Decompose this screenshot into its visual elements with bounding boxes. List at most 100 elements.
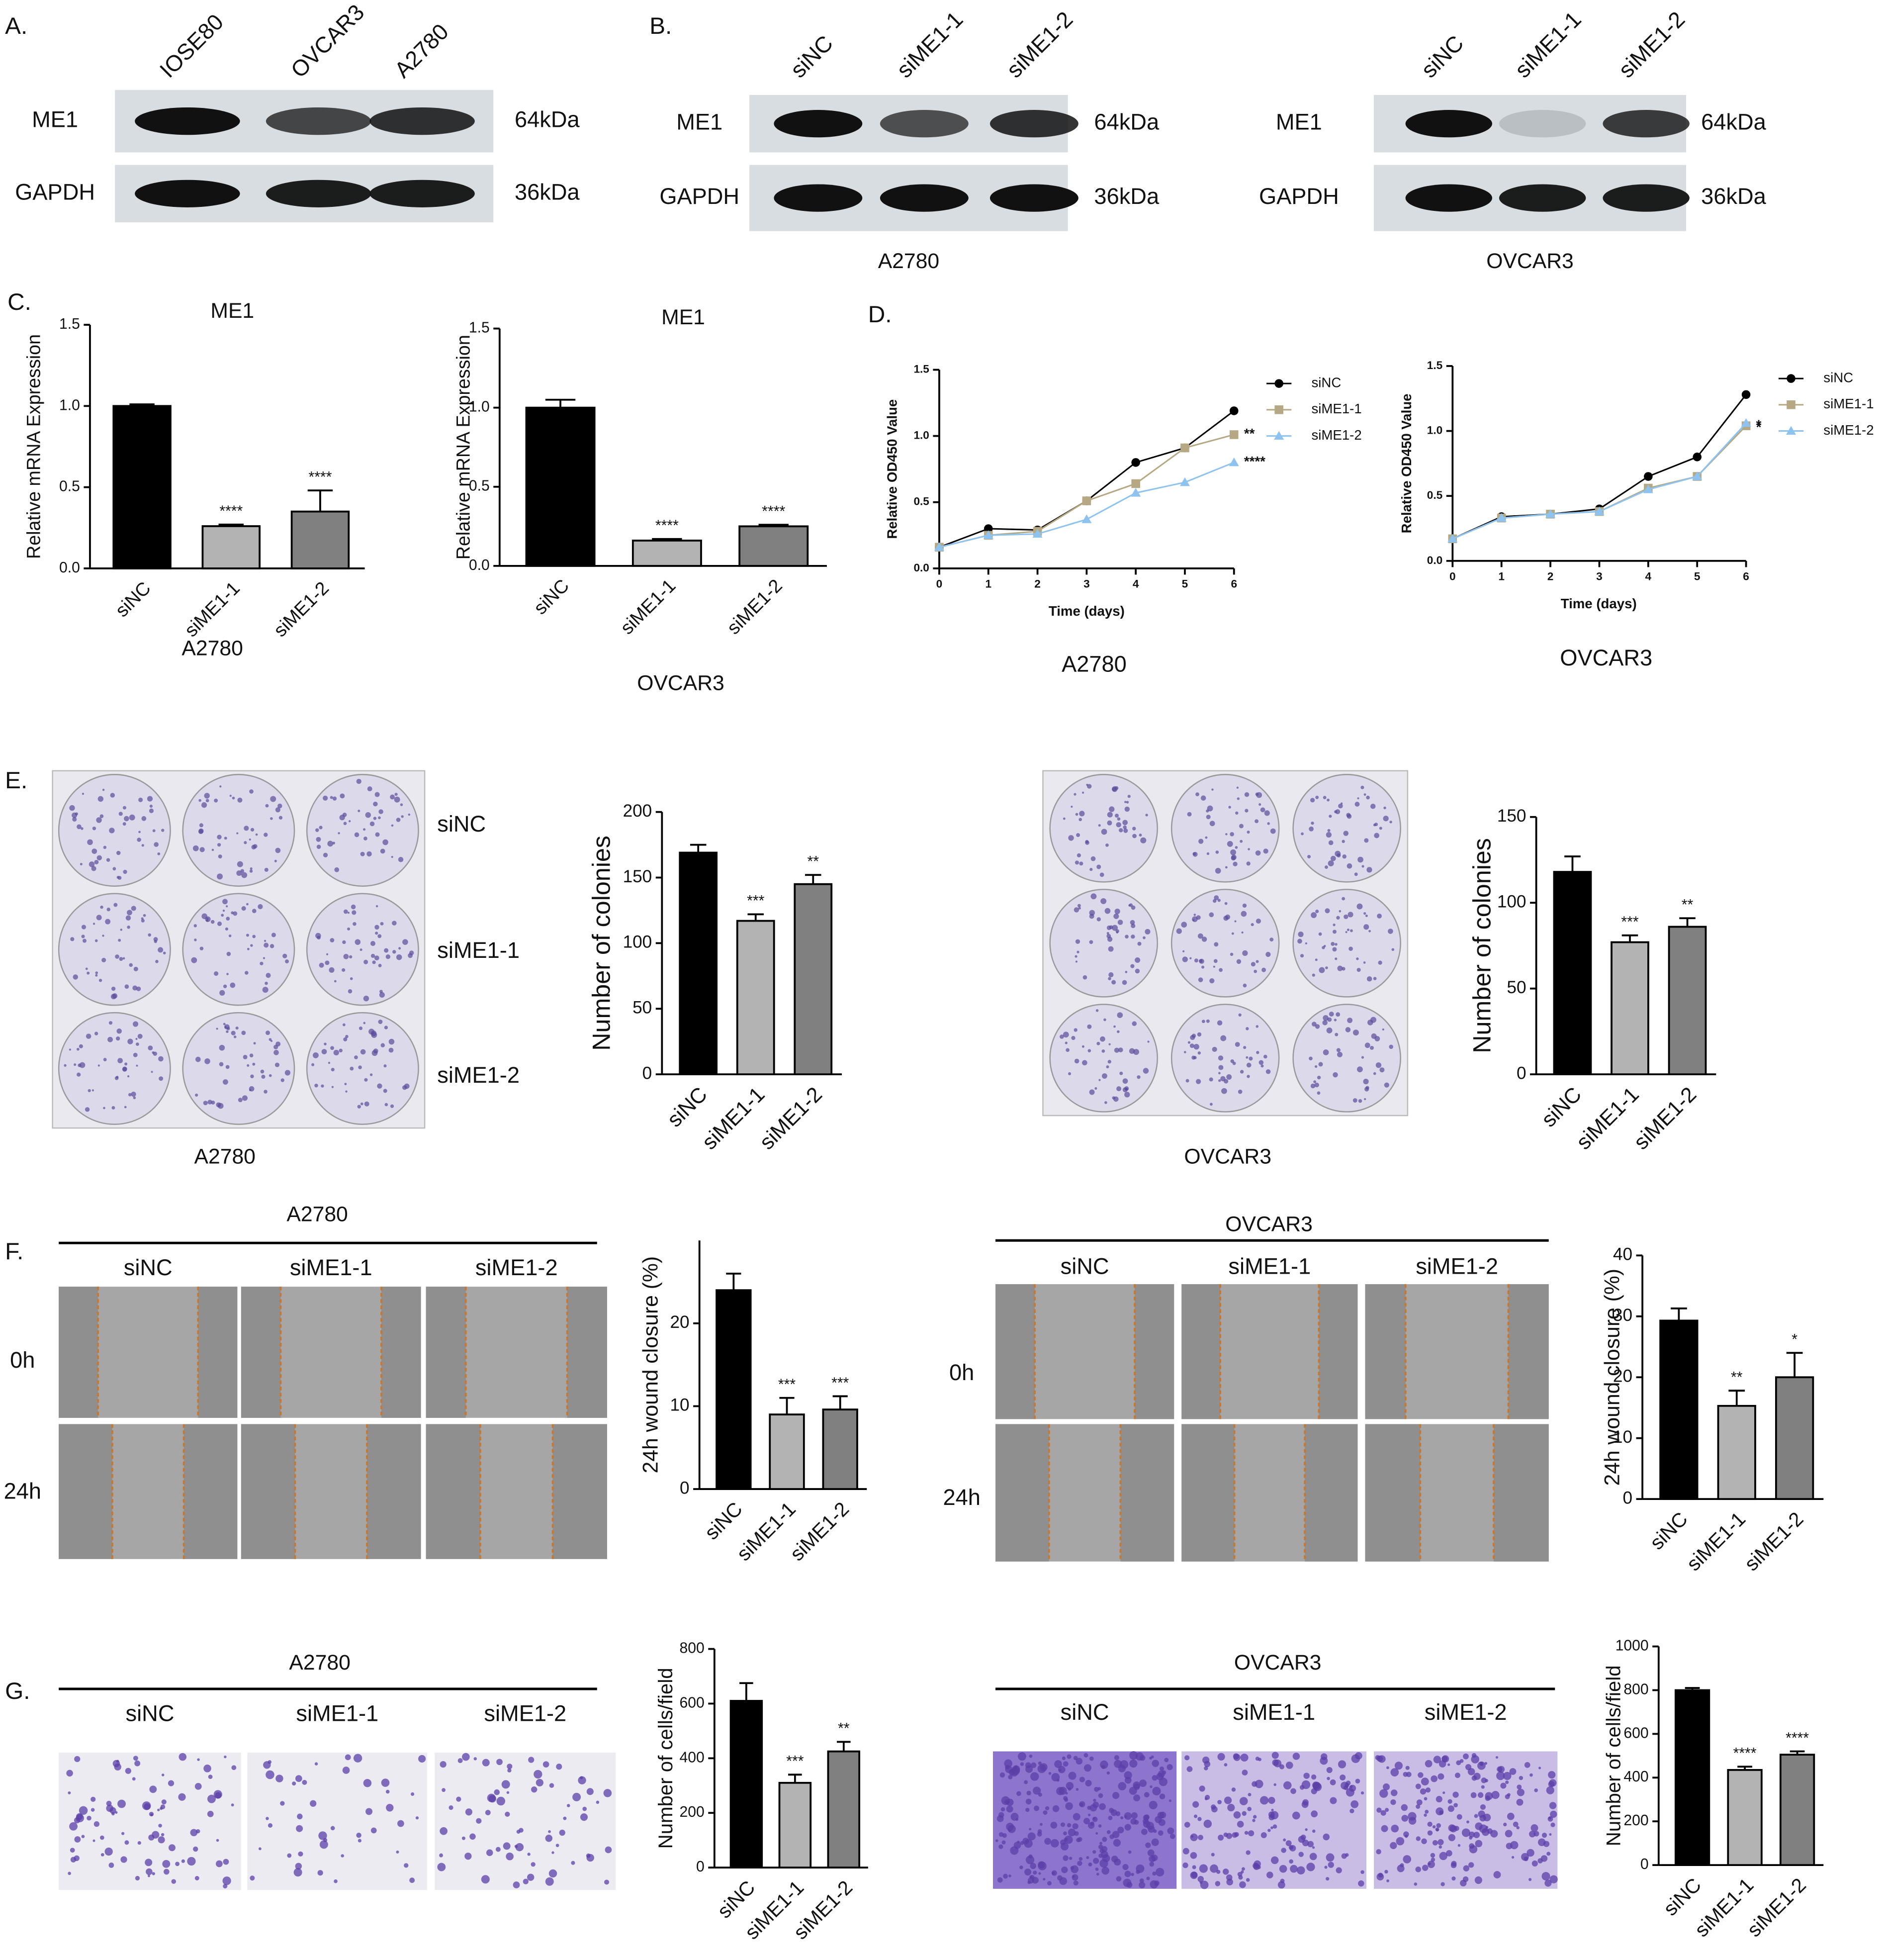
colony [1079, 811, 1085, 817]
y-axis-label: Relative mRNA Expression [23, 334, 44, 559]
significance: **** [655, 518, 679, 534]
colony [1358, 1099, 1362, 1103]
cell [1088, 1813, 1091, 1816]
cell [1424, 1797, 1428, 1801]
colony [1101, 1073, 1107, 1079]
colony [73, 974, 78, 980]
cell [164, 1868, 170, 1875]
colony [384, 1103, 388, 1107]
cell [456, 1796, 461, 1802]
colony [235, 1027, 239, 1030]
cell [1323, 1833, 1330, 1841]
cell [194, 1782, 202, 1790]
colony [195, 1093, 198, 1097]
bar [827, 1750, 861, 1869]
cell [223, 1859, 229, 1865]
cell [1403, 1855, 1412, 1864]
cell [1285, 1840, 1292, 1847]
colony [96, 915, 102, 921]
colony [127, 1038, 133, 1044]
cell [1474, 1876, 1482, 1884]
cell [1233, 1754, 1241, 1761]
cell [250, 1875, 255, 1881]
colony [360, 1102, 363, 1106]
cell [563, 1816, 567, 1820]
colony [398, 947, 401, 950]
cell [1320, 1757, 1328, 1765]
cell [1218, 1834, 1224, 1841]
colony [226, 973, 229, 975]
colony [1214, 942, 1219, 947]
cell [1503, 1822, 1507, 1827]
cell [1158, 1819, 1166, 1826]
cell [461, 1836, 465, 1840]
row-label: 24h [4, 1479, 41, 1504]
well [1049, 889, 1158, 998]
cell [1533, 1831, 1539, 1837]
colony [1336, 916, 1340, 920]
colony [159, 1076, 164, 1081]
cell [1239, 1797, 1248, 1805]
colony [1235, 846, 1238, 849]
colony [1082, 791, 1084, 794]
cell [1004, 1799, 1010, 1805]
colony [1109, 806, 1115, 812]
cell [1058, 1766, 1066, 1773]
colony [345, 1090, 348, 1093]
colony [1246, 861, 1251, 866]
colony [1200, 795, 1206, 801]
size-label: 64kDa [1701, 109, 1767, 135]
colony [238, 1098, 243, 1103]
x-tick-label: 0 [936, 577, 943, 590]
colony [204, 793, 210, 799]
colony [246, 903, 249, 906]
colony [1125, 934, 1129, 939]
colony [329, 967, 335, 973]
cell [404, 1863, 409, 1868]
colony [1209, 1077, 1213, 1082]
colony [1234, 920, 1237, 923]
colony [340, 793, 345, 799]
colony [152, 829, 156, 833]
colony [1377, 913, 1382, 919]
colony [1323, 796, 1327, 800]
cell [534, 1770, 542, 1779]
colony [1201, 1020, 1205, 1024]
cell [1550, 1822, 1555, 1827]
cell-edge [59, 1287, 98, 1418]
cell [1305, 1828, 1308, 1831]
band [135, 107, 240, 135]
colony [396, 818, 401, 822]
colony [1326, 832, 1332, 838]
colony [1246, 1062, 1252, 1068]
cell [1182, 1848, 1189, 1855]
colony [1225, 833, 1228, 836]
bar [290, 510, 350, 569]
colony [363, 995, 369, 1002]
cell [1100, 1760, 1108, 1769]
cell [68, 1791, 71, 1794]
chart-caption: A2780 [1062, 652, 1127, 677]
well [182, 893, 295, 1006]
legend-marker [1274, 405, 1283, 414]
colony [1363, 793, 1366, 796]
colony [199, 946, 204, 950]
band [1499, 110, 1586, 138]
cell [1130, 1818, 1137, 1825]
colony [1224, 902, 1228, 905]
colony [1368, 930, 1371, 933]
colony [269, 1074, 272, 1077]
marker [983, 530, 993, 539]
cell [1092, 1850, 1096, 1854]
colony [1209, 978, 1215, 984]
colony [368, 1028, 374, 1035]
x-tick-label: 3 [1596, 570, 1603, 582]
cell-edge [426, 1424, 480, 1559]
colony [1107, 936, 1113, 942]
colony [1374, 1036, 1380, 1041]
cell [545, 1877, 554, 1886]
colony [1217, 899, 1221, 902]
cell [1326, 1767, 1333, 1773]
significance: *** [778, 1377, 796, 1393]
marker [1229, 430, 1239, 439]
